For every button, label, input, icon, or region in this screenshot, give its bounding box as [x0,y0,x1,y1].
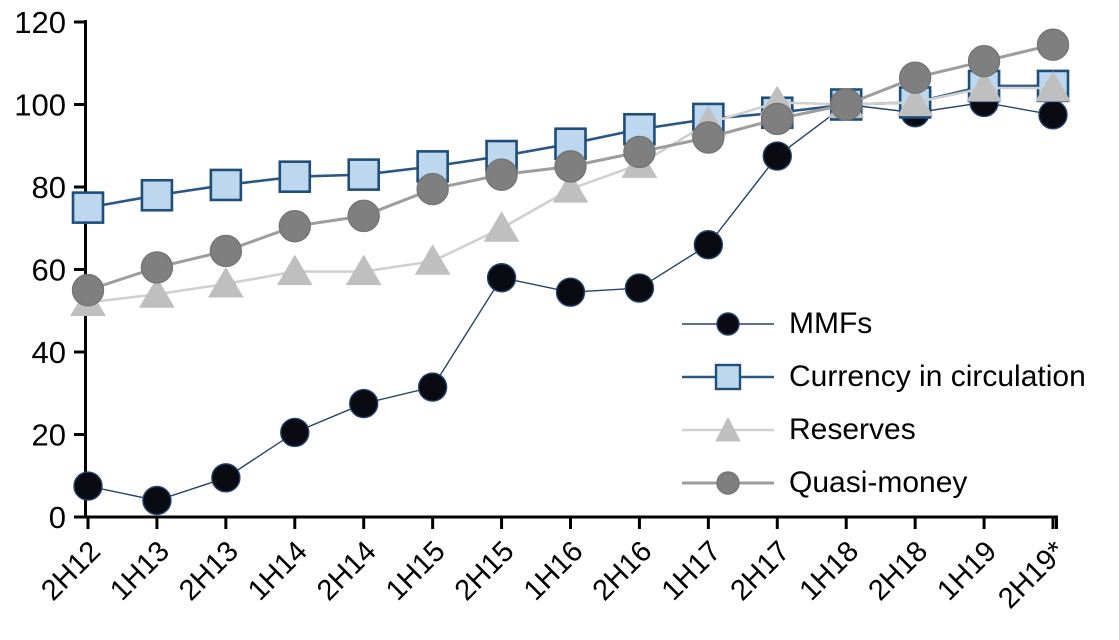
marker-currency-in-circulation-2h12 [71,191,105,224]
triangle-icon [715,416,741,441]
legend-item-quasi-money: Quasi-money [680,456,1086,509]
marker-reserves-2h15 [483,211,520,242]
legend-swatch-canvas [682,363,774,390]
marker-mmfs-2h12 [73,471,103,501]
marker-mmfs-2h13 [211,463,241,493]
x-tick-label: 2H13 [173,535,245,607]
reserves-triangle-marker-icon [680,412,780,448]
marker-mmfs-1h15 [417,372,448,402]
marker-mmfs-2h17 [762,141,792,171]
x-tick-label: 2H18 [862,535,934,607]
marker-quasi-money-2h14 [347,199,380,233]
x-tick-label: 1H14 [242,535,314,607]
marker-mmfs-2h19 [1038,100,1068,130]
marker-currency-in-circulation-2h13 [209,168,243,202]
legend-item-mmfs: MMFs [680,297,1086,350]
marker-quasi-money-2h12 [71,273,105,307]
x-tick-label: 2H12 [35,535,107,607]
x-tick-label: 1H15 [380,535,452,607]
marker-quasi-money-2h18 [898,61,932,94]
circle-icon [716,470,740,495]
x-tick-label: 1H17 [656,535,728,607]
x-tick-label: 1H18 [794,535,866,607]
mmfs-circle-marker-icon [680,306,780,342]
legend-item-reserves: Reserves [680,403,1086,456]
quasi-money-circle-marker-icon [680,465,780,501]
x-tick-label: 1H19 [931,535,1003,607]
marker-currency-in-circulation-1h14 [278,160,312,193]
x-tick-label: 1H13 [104,535,176,607]
marker-quasi-money-1h16 [554,150,587,183]
legend-swatch-canvas [682,311,774,336]
y-tick-label: 120 [14,5,66,40]
marker-currency-in-circulation-2h14 [347,158,381,191]
legend-swatch-canvas [682,470,774,495]
marker-mmfs-1h13 [142,485,172,516]
y-tick-label: 20 [32,418,66,453]
legend-label: Currency in circulation [789,359,1086,393]
circle-icon [716,311,740,336]
y-tick-label: 60 [32,253,66,288]
marker-quasi-money-2h16 [623,135,656,169]
marker-quasi-money-1h17 [692,121,725,154]
marker-mmfs-2h14 [349,388,379,419]
legend-label: Quasi-money [789,465,968,499]
marker-quasi-money-1h18 [830,88,863,121]
marker-mmfs-2h15 [486,263,517,293]
x-tick-label: 2H15 [449,535,521,607]
marker-currency-in-circulation-1h13 [140,178,174,212]
legend-label: MMFs [789,306,873,340]
legend-label: Reserves [789,412,916,446]
marker-reserves-2h14 [345,254,382,286]
marker-mmfs-1h16 [555,277,586,307]
y-tick-label: 80 [32,170,66,205]
x-tick-label: 1H16 [518,535,590,607]
marker-quasi-money-1h15 [416,172,449,206]
marker-reserves-1h16 [552,172,589,203]
x-tick-label: 2H16 [587,535,659,607]
marker-quasi-money-1h14 [278,209,311,243]
y-tick-label: 40 [32,335,66,370]
y-tick-label: 0 [49,500,66,535]
marker-quasi-money-1h13 [140,251,174,284]
marker-quasi-money-1h19 [967,44,1001,78]
x-tick-label: 2H19* [992,535,1072,615]
marker-reserves-1h15 [414,244,451,275]
marker-reserves-2h13 [207,266,244,298]
marker-quasi-money-2h19 [1036,28,1070,61]
marker-mmfs-1h17 [693,230,724,260]
marker-quasi-money-2h15 [485,158,518,191]
marker-reserves-2h18 [897,85,934,116]
y-tick-label: 100 [14,88,66,123]
marker-reserves-2h19 [1035,71,1071,102]
x-tick-label: 2H17 [725,535,797,607]
x-tick-label: 2H14 [311,535,383,607]
currency-square-marker-icon [680,359,780,395]
legend-swatch-canvas [682,416,774,441]
marker-reserves-1h13 [139,277,175,308]
marker-reserves-1h19 [966,71,1002,102]
marker-reserves-1h14 [276,254,313,286]
square-icon [714,363,742,390]
marker-quasi-money-2h17 [761,102,794,136]
legend: MMFs Currency in circulation Reserves Qu… [680,297,1086,509]
marker-quasi-money-2h13 [209,234,243,268]
marker-mmfs-1h14 [280,417,310,448]
legend-item-currency-in-circulation: Currency in circulation [680,350,1086,403]
marker-mmfs-2h16 [624,273,655,303]
